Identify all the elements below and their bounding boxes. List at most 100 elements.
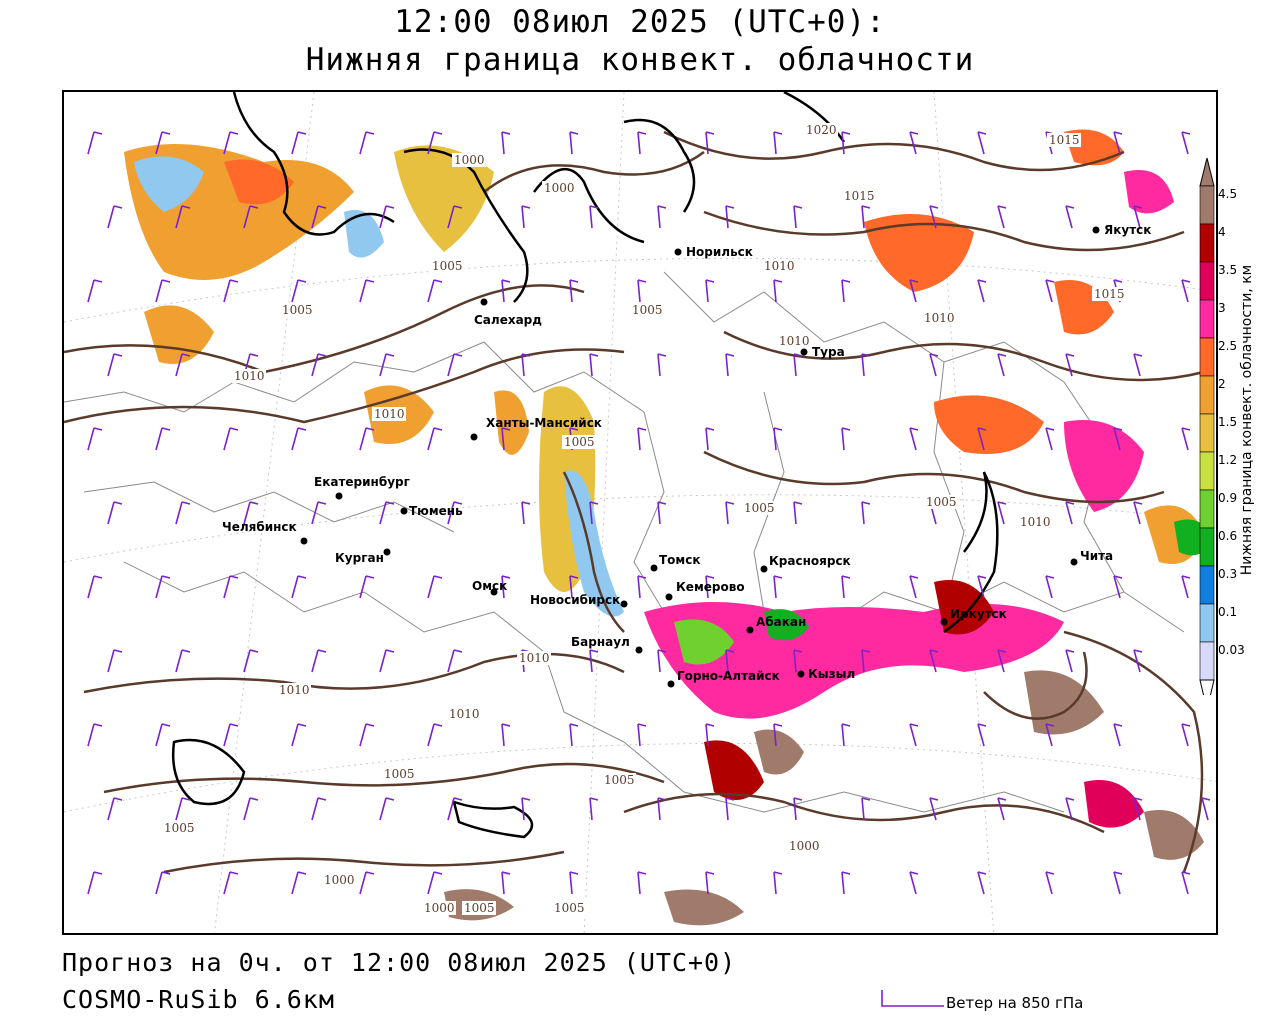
- city-dot: [400, 507, 408, 515]
- city-label: Салехард: [474, 313, 542, 327]
- isobar-label-bg: [842, 189, 876, 203]
- wind-barb: [1133, 797, 1143, 821]
- wind-barb: [1113, 723, 1123, 747]
- wind-barb: [427, 427, 443, 451]
- wind-barb: [725, 797, 735, 821]
- wind-barb: [447, 501, 463, 525]
- city-dot: [746, 626, 754, 634]
- isobar-label-bg: [1047, 133, 1081, 147]
- wind-barb: [501, 427, 511, 451]
- isobar-label-bg: [804, 123, 838, 137]
- wind-barb: [87, 723, 103, 747]
- cloud-base-colorbar: 4.5 4 3.5 3 2.5 2 1.5 1.2 0.9 0.6 0.3 0.1 0.03: [1198, 150, 1278, 711]
- isobar-label: 1000: [424, 901, 455, 915]
- wind-barb: [1065, 501, 1075, 525]
- isobar-label-bg: [742, 501, 776, 515]
- wind-barb: [1045, 871, 1055, 895]
- wind-barb: [1201, 797, 1211, 821]
- wind-barb: [909, 131, 919, 155]
- wind-barb: [427, 871, 443, 895]
- city-dot: [383, 548, 391, 556]
- wind-barb: [725, 501, 735, 525]
- wind-barb: [861, 649, 871, 673]
- wind-barb: [569, 131, 579, 155]
- city-label: Норильск: [686, 245, 753, 259]
- wind-barb: [977, 279, 987, 303]
- isobar-label: 1005: [464, 901, 495, 915]
- wind-barb: [705, 575, 715, 599]
- wind-barb: [589, 205, 599, 229]
- wind-barb: [359, 427, 375, 451]
- city-label: Красноярск: [769, 554, 851, 568]
- colorbar-swatch: [1199, 223, 1215, 263]
- wind-barb: [1045, 427, 1055, 451]
- wind-barb: [501, 575, 511, 599]
- wind-barb: [841, 575, 851, 599]
- isobar-label-bg: [382, 767, 416, 781]
- wind-barb: [291, 723, 307, 747]
- wind-barb: [243, 797, 259, 821]
- graticule: [64, 92, 1216, 933]
- colorbar-tick-label: 4.5: [1218, 187, 1237, 201]
- wind-barb: [175, 797, 191, 821]
- wind-barb: [1045, 575, 1055, 599]
- wind-barb: [107, 649, 123, 673]
- map-title-parameter: Нижняя граница конвект. облачности: [305, 42, 975, 78]
- wind-barb: [977, 871, 987, 895]
- isobar-label: 1005: [554, 901, 585, 915]
- city-dot: [300, 537, 308, 545]
- isobar-label: 1010: [1020, 515, 1051, 529]
- wind-barb: [861, 205, 871, 229]
- wind-barb: [569, 871, 579, 895]
- isobar-label: 1005: [926, 495, 957, 509]
- wind-barb: [997, 205, 1007, 229]
- colorbar-swatch: [1199, 413, 1215, 453]
- wind-barb: [997, 501, 1007, 525]
- city-dot: [620, 600, 628, 608]
- forecast-map[interactable]: 1000 1000 1005 1005 1005 1005 1005 1005 1005 1005…: [62, 90, 1218, 935]
- wind-barb: [291, 427, 307, 451]
- wind-barb: [909, 427, 919, 451]
- wind-barb: [223, 871, 239, 895]
- isobar-label: 1005: [432, 259, 463, 273]
- wind-barb: [291, 575, 307, 599]
- wind-barb: [447, 353, 463, 377]
- wind-barb: [223, 427, 239, 451]
- isobar-label-bg: [777, 334, 811, 348]
- isobar-label-bg: [422, 901, 456, 915]
- wind-barb: [155, 575, 171, 599]
- city-label: Тура: [812, 345, 845, 359]
- colorbar-bottom-arrow: [1199, 679, 1215, 711]
- isobar-label-bg: [542, 181, 576, 195]
- wind-barb: [657, 797, 667, 821]
- isobar-label-bg: [1018, 515, 1052, 529]
- wind-barb: [841, 871, 851, 895]
- colorbar-tick-label: 1.2: [1218, 453, 1237, 467]
- wind-barb: [107, 797, 123, 821]
- wind-barb: [1065, 797, 1075, 821]
- wind-barb: [427, 131, 443, 155]
- wind-barb: [175, 353, 191, 377]
- isobar-label: 1005: [744, 501, 775, 515]
- wind-barb: [521, 353, 531, 377]
- isobar-label-bg: [322, 873, 356, 887]
- wind-barb: [977, 723, 987, 747]
- wind-barb: [637, 723, 647, 747]
- wind-barb: [291, 279, 307, 303]
- wind-barb: [501, 871, 511, 895]
- isobar-label-bg: [280, 303, 314, 317]
- wind-barb: [1113, 575, 1123, 599]
- wind-barb: [1133, 353, 1143, 377]
- wind-barb: [589, 501, 599, 525]
- wind-barb: [909, 871, 919, 895]
- wind-barb: [155, 279, 171, 303]
- isobar-label: 1000: [454, 153, 485, 167]
- wind-barb: [909, 723, 919, 747]
- wind-barb: [1113, 427, 1123, 451]
- wind-barb: [997, 649, 1007, 673]
- city-dot: [760, 565, 768, 573]
- wind-barb: [223, 279, 239, 303]
- colorbar-swatch: [1199, 299, 1215, 339]
- city-dot: [650, 564, 658, 572]
- city-label: Курган: [335, 551, 384, 565]
